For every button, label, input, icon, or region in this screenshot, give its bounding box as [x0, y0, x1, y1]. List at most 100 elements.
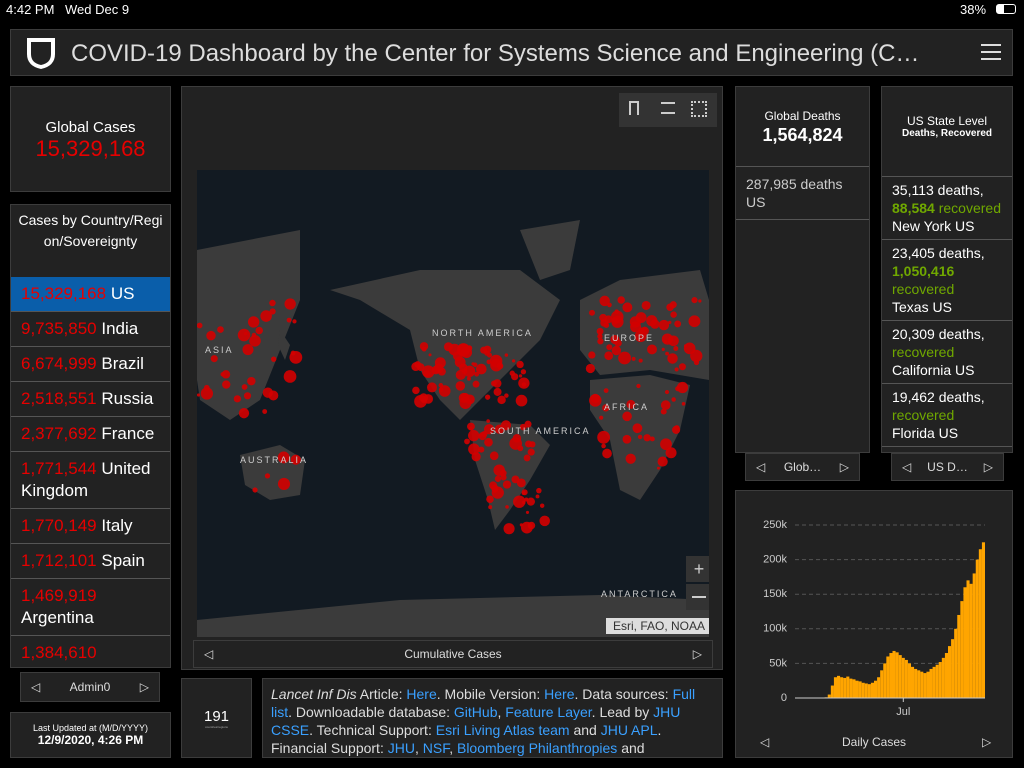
next-button[interactable]: ▷ [983, 460, 993, 474]
case-dot [668, 320, 672, 325]
case-dot [251, 332, 257, 338]
global-deaths-panel: Global Deaths 1,564,824 287,985 deaths U… [735, 86, 870, 453]
next-button[interactable]: ▷ [692, 647, 702, 661]
global-cases-label: Global Cases [45, 119, 136, 136]
case-dot [490, 359, 503, 372]
case-dot [455, 369, 466, 380]
case-dot [458, 392, 469, 404]
footer-link[interactable]: GitHub [453, 704, 498, 720]
case-dot [691, 297, 698, 304]
header: COVID-19 Dashboard by the Center for Sys… [10, 29, 1013, 76]
case-dot [423, 370, 431, 378]
prev-button[interactable]: ◁ [204, 647, 214, 661]
case-dot [660, 400, 671, 410]
country-row: 2,518,551 Russia [11, 382, 170, 417]
case-dot [511, 373, 519, 381]
footer-link[interactable]: Here [544, 686, 575, 702]
case-dot [468, 443, 480, 455]
next-button[interactable]: ▷ [839, 460, 849, 474]
legend-button[interactable] [661, 102, 675, 114]
case-dot [497, 395, 506, 405]
country-count: 2,377,692 [21, 424, 97, 443]
case-dot [606, 344, 613, 351]
prev-button[interactable]: ◁ [31, 680, 41, 694]
case-dot [260, 310, 272, 322]
case-dot [665, 351, 670, 356]
case-dot [286, 317, 292, 323]
country-name: US [110, 284, 135, 303]
state-row: 35,113 deaths, 88,584 recovered New York … [882, 177, 1012, 240]
footer-link[interactable]: Here [406, 686, 437, 702]
country-count: 1,712,101 [21, 551, 97, 570]
case-dot [472, 380, 480, 388]
logo [27, 38, 55, 69]
case-dot [536, 487, 542, 494]
case-dot [618, 351, 632, 365]
footer-link[interactable]: Esri Living Atlas team [435, 722, 570, 738]
case-dot [661, 347, 665, 351]
footer-link[interactable]: Feature Layer [505, 704, 592, 720]
case-dot [684, 344, 688, 348]
case-dot [423, 394, 434, 404]
countries-count-panel: 191 countries/regions [181, 678, 252, 758]
zoom-in[interactable] [686, 556, 709, 582]
country-name: India [101, 319, 139, 338]
state-recovered-label: recovered [938, 200, 1001, 216]
footer-link[interactable]: Bloomberg Philanthropies [456, 740, 618, 756]
case-dot [277, 477, 291, 490]
case-dot [602, 404, 610, 412]
status-time: 4:42 PM [6, 2, 55, 17]
state-name: New York US [892, 218, 975, 234]
case-dot [493, 387, 502, 396]
country-count: 1,770,149 [21, 516, 97, 535]
case-dot [597, 430, 611, 444]
case-dot [669, 301, 677, 309]
case-dot [284, 298, 296, 310]
case-dot [277, 451, 290, 464]
case-dot [646, 315, 658, 327]
countries-count: 191 [203, 708, 230, 725]
case-dot [249, 334, 261, 347]
menu-button[interactable] [981, 44, 1001, 60]
case-dot [493, 464, 505, 476]
footer-text-part: Article: [356, 686, 407, 702]
state-row: 23,405 deaths, 1,050,416 recovered Texas … [882, 240, 1012, 321]
case-dot [247, 316, 260, 328]
case-dot [638, 358, 643, 363]
zoom-in-icon: + [694, 559, 705, 579]
case-dot [529, 441, 536, 448]
case-dot [622, 434, 632, 444]
case-dot [622, 302, 633, 313]
country-name: Spain [101, 551, 145, 570]
case-dot [599, 295, 610, 307]
case-dot [489, 451, 499, 461]
next-button[interactable]: ▷ [139, 680, 149, 694]
prev-button[interactable]: ◁ [756, 460, 766, 474]
case-dot [672, 425, 681, 434]
case-dot [516, 478, 526, 488]
case-dot [535, 494, 540, 499]
case-dot [262, 409, 268, 414]
attribution-bg [606, 618, 709, 634]
case-dot [611, 345, 622, 356]
case-dot [673, 346, 679, 352]
prev-button[interactable]: ◁ [902, 460, 912, 474]
qr-button[interactable] [691, 101, 707, 117]
country-row: 1,469,919 Argentina [11, 579, 170, 636]
country-count: 6,674,999 [21, 354, 97, 373]
case-dot [292, 319, 297, 324]
footer-link[interactable]: Full list [271, 686, 696, 720]
global-cases-value: 15,329,168 [35, 136, 146, 161]
case-dot [688, 315, 701, 328]
case-dot [521, 382, 527, 387]
case-dot [517, 445, 524, 452]
footer-link[interactable]: NSF [422, 740, 450, 756]
footer-link[interactable]: JHU APL [600, 722, 658, 738]
footer-link[interactable]: JHU [387, 740, 415, 756]
footer-link[interactable]: JHU CSSE [271, 704, 681, 738]
country-row[interactable]: 15,329,168 US [11, 277, 170, 312]
bookmark-button[interactable] [629, 101, 639, 115]
footer-text: Lancet Inf Dis Article: Here. Mobile Ver… [262, 678, 723, 758]
country-row: 6,674,999 Brazil [11, 347, 170, 382]
state-deaths: 23,405 deaths, [892, 245, 985, 261]
